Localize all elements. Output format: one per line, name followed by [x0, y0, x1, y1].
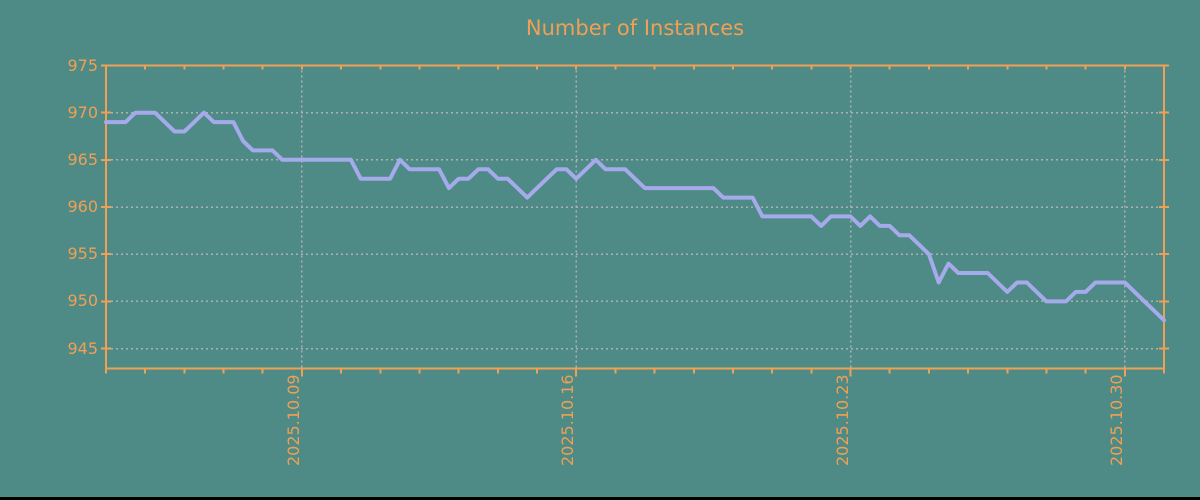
x-tick-label: 2025.10.09: [283, 374, 303, 466]
y-tick-label: 975: [67, 55, 98, 75]
x-tick-label: 2025.10.30: [1106, 374, 1126, 466]
y-tick-label: 960: [67, 197, 98, 216]
x-tick-label: 2025.10.23: [832, 374, 852, 466]
series-line: [104, 110, 1166, 323]
y-tick-label: 950: [67, 291, 98, 311]
y-tick-label: 965: [67, 149, 98, 169]
plot-border: [105, 64, 1165, 370]
x-tick-label: 2025.10.16: [558, 374, 578, 466]
y-tick-label: 955: [67, 244, 98, 264]
y-tick-label: 945: [67, 338, 98, 358]
chart-title: Number of Instances: [525, 16, 745, 40]
bottom-bar: [0, 497, 1200, 500]
y-tick-label: 970: [67, 102, 98, 122]
